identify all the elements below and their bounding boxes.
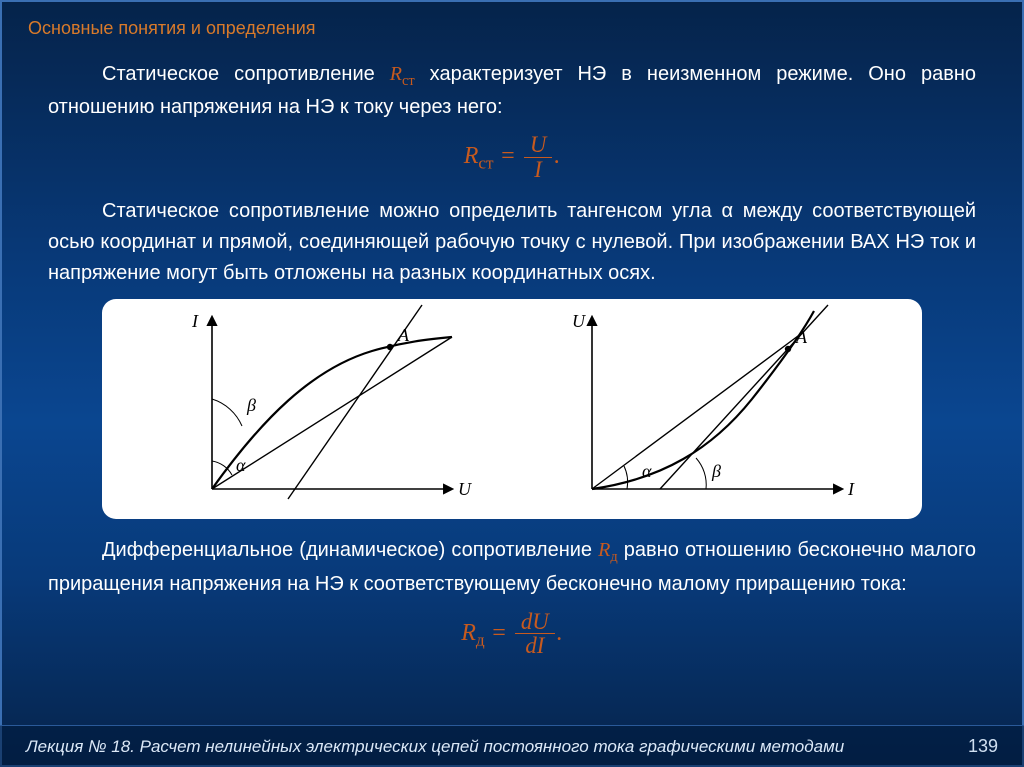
svg-text:β: β bbox=[246, 395, 256, 415]
f2-lhs: R bbox=[461, 619, 476, 645]
f2-tail: . bbox=[557, 619, 563, 645]
svg-text:α: α bbox=[236, 455, 246, 475]
diagram-box: U I Aα β I U Aα β bbox=[102, 299, 922, 519]
svg-text:U: U bbox=[572, 311, 586, 331]
inline-r-d: Rд bbox=[598, 539, 618, 561]
svg-text:A: A bbox=[795, 327, 808, 347]
footer-text: Лекция № 18. Расчет нелинейных электриче… bbox=[26, 737, 844, 757]
slide-header: Основные понятия и определения bbox=[0, 0, 1024, 39]
f2-lhs-sub: д bbox=[476, 630, 485, 649]
paragraph-3: Дифференциальное (динамическое) сопротив… bbox=[48, 535, 976, 599]
header-title: Основные понятия и определения bbox=[28, 18, 316, 38]
inline-r-sym: R bbox=[390, 63, 402, 85]
p1-text-a: Статическое сопротивление bbox=[102, 63, 390, 85]
svg-text:β: β bbox=[711, 461, 721, 481]
inline-r-sub: ст bbox=[402, 73, 415, 89]
paragraph-1: Статическое сопротивление Rст характериз… bbox=[48, 59, 976, 123]
svg-text:U: U bbox=[458, 479, 472, 499]
f2-eq: = bbox=[485, 619, 513, 645]
formula-differential: Rд = dUdI. bbox=[48, 610, 976, 659]
svg-text:α: α bbox=[642, 461, 652, 481]
diagram-svg: U I Aα β I U Aα β bbox=[102, 299, 922, 519]
inline-r-st: Rст bbox=[390, 63, 415, 85]
slide-content: Статическое сопротивление Rст характериз… bbox=[0, 39, 1024, 658]
f1-eq: = bbox=[494, 143, 522, 169]
f1-den: I bbox=[524, 158, 552, 182]
svg-text:I: I bbox=[847, 479, 855, 499]
inline-r-d-sym: R bbox=[598, 539, 610, 561]
f1-frac: UI bbox=[524, 133, 552, 182]
paragraph-2: Статическое сопротивление можно определи… bbox=[48, 196, 976, 289]
formula-static: Rст = UI. bbox=[48, 133, 976, 182]
f2-den: dI bbox=[515, 634, 555, 658]
f1-lhs: R bbox=[464, 143, 479, 169]
f1-lhs-sub: ст bbox=[478, 154, 493, 173]
f2-num: dU bbox=[515, 610, 555, 635]
f1-num: U bbox=[524, 133, 552, 158]
f1-tail: . bbox=[554, 143, 560, 169]
page-number: 139 bbox=[968, 736, 998, 757]
p3-text-a: Дифференциальное (динамическое) сопротив… bbox=[102, 539, 598, 561]
svg-text:A: A bbox=[397, 325, 410, 345]
slide-footer: Лекция № 18. Расчет нелинейных электриче… bbox=[0, 725, 1024, 767]
f2-frac: dUdI bbox=[515, 610, 555, 659]
inline-r-d-sub: д bbox=[610, 549, 617, 565]
svg-text:I: I bbox=[191, 311, 199, 331]
